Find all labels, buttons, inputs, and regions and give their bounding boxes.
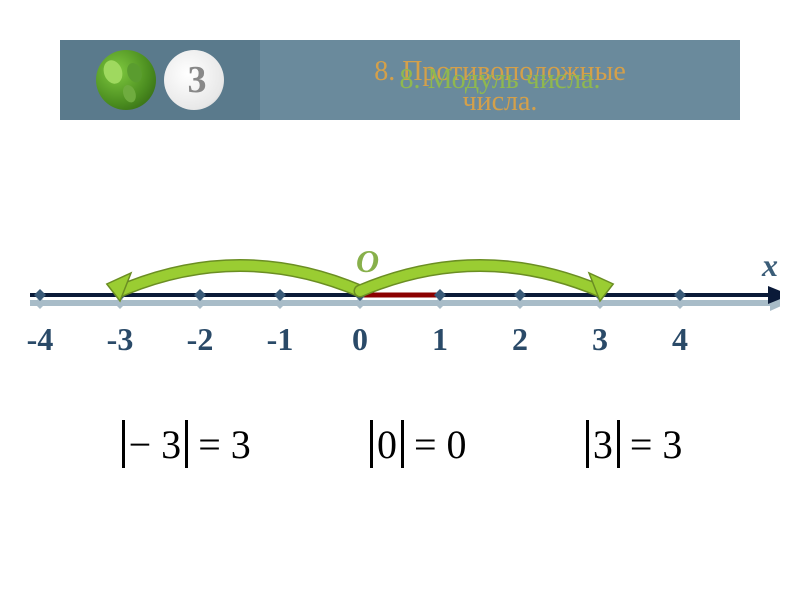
slide-header: 8. Противоположные 8. Модуль числа. числ…: [60, 40, 740, 120]
header-title-panel: 8. Противоположные 8. Модуль числа. числ…: [260, 40, 740, 120]
abs-value: 3: [593, 421, 613, 468]
title-behind-line2: числа.: [463, 87, 538, 118]
tick-label: -2: [187, 321, 214, 358]
equation: − 3 = 3: [118, 420, 251, 468]
abs-value: − 3: [129, 421, 182, 468]
tick-label: 2: [512, 321, 528, 358]
equation: 0 = 0: [366, 420, 467, 468]
number-line: О x -4-3-2-101234: [20, 245, 780, 365]
abs-bar: [370, 420, 373, 468]
tick-label: -3: [107, 321, 134, 358]
header-image-panel: [60, 40, 260, 120]
tick-label: -4: [27, 321, 54, 358]
abs-bar: [617, 420, 620, 468]
abs-bar: [586, 420, 589, 468]
equations-row: − 3 = 3 0 = 0 3 = 3: [60, 420, 740, 468]
abs-bar: [122, 420, 125, 468]
equation: 3 = 3: [582, 420, 683, 468]
eq-result: = 0: [414, 421, 467, 468]
eq-result: = 3: [630, 421, 683, 468]
abs-bar: [401, 420, 404, 468]
eq-result: = 3: [198, 421, 251, 468]
tick-label: 0: [352, 321, 368, 358]
decorative-leaf-circle: [96, 50, 156, 110]
tick-label: -1: [267, 321, 294, 358]
decorative-number-circle: [164, 50, 224, 110]
tick-label: 1: [432, 321, 448, 358]
title-stack: 8. Противоположные 8. Модуль числа. числ…: [399, 65, 600, 96]
number-line-svg: [20, 245, 780, 365]
abs-bar: [185, 420, 188, 468]
tick-label: 3: [592, 321, 608, 358]
tick-label: 4: [672, 321, 688, 358]
abs-value: 0: [377, 421, 397, 468]
